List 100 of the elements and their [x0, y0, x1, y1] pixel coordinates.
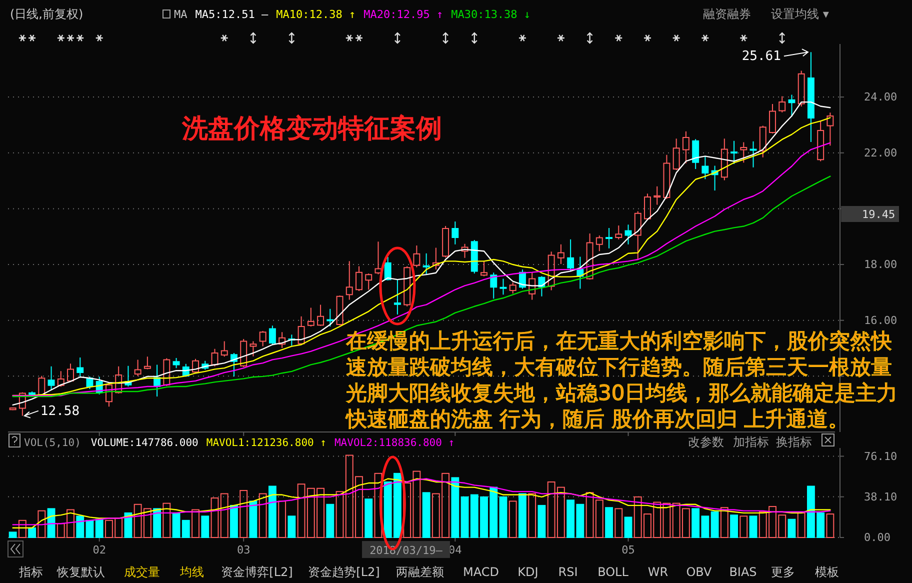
bar	[76, 516, 84, 538]
bar	[153, 508, 162, 538]
text: MA20:12.95 ↑	[364, 8, 444, 21]
candlestick	[240, 338, 248, 368]
bar	[422, 492, 430, 538]
y-tick-label: 76.10	[864, 450, 898, 463]
bar	[124, 512, 132, 538]
candlestick	[730, 140, 738, 165]
text: 资金趋势[L2]	[308, 565, 380, 579]
text: 洗盘价格变动特征案例	[181, 114, 442, 144]
candlestick	[817, 120, 824, 162]
candlestick	[192, 358, 199, 374]
candlestick	[134, 359, 142, 377]
candlestick	[57, 370, 64, 388]
candlestick	[750, 140, 757, 168]
bar	[605, 507, 613, 538]
candlestick	[461, 243, 468, 258]
candlestick	[432, 247, 440, 270]
text: WR	[648, 565, 668, 579]
candlestick	[528, 272, 536, 300]
candlestick	[278, 332, 286, 348]
text: MA5:12.51 –	[195, 8, 268, 21]
bar	[797, 512, 806, 538]
candlestick	[644, 193, 651, 220]
text: RSI	[558, 565, 578, 579]
candlestick	[557, 244, 564, 264]
candlestick	[115, 366, 122, 394]
annotation: 25.61	[742, 49, 781, 64]
bar	[28, 527, 36, 538]
bar	[230, 504, 238, 538]
candlestick	[596, 234, 603, 252]
text: BOLL	[598, 565, 629, 579]
candlestick	[28, 391, 36, 396]
text: MACD	[463, 565, 499, 579]
candlestick	[490, 272, 498, 300]
text: KDJ	[518, 565, 538, 579]
bar	[336, 491, 344, 538]
candlestick	[634, 210, 642, 260]
bar	[624, 516, 632, 538]
candlestick	[509, 282, 516, 294]
candlestick	[740, 142, 748, 164]
candlestick	[692, 138, 700, 170]
bar	[508, 500, 517, 538]
bar	[86, 520, 94, 538]
bar	[95, 518, 104, 538]
text: 资金博弈[L2]	[221, 565, 293, 579]
bar	[172, 512, 180, 538]
text: BIAS	[729, 565, 757, 579]
candlestick	[163, 358, 170, 386]
bar	[249, 500, 258, 538]
text: 融资融券	[703, 7, 751, 21]
annotation: 加指标	[733, 435, 769, 449]
candlestick	[500, 278, 507, 296]
candlestick	[211, 348, 218, 367]
candlestick	[404, 266, 411, 307]
bar	[210, 497, 219, 538]
candlestick	[480, 260, 488, 277]
annotation: 换指标	[776, 435, 812, 449]
bar	[720, 507, 728, 538]
y-tick-label: 0.00	[864, 531, 890, 544]
candlestick	[374, 241, 382, 275]
bar	[326, 504, 334, 538]
bar	[749, 516, 758, 538]
candlestick	[259, 330, 266, 347]
bar	[788, 518, 796, 538]
candlestick	[9, 407, 16, 411]
y-tick-label: 22.00	[864, 146, 898, 160]
bar	[258, 493, 267, 538]
candlestick	[422, 252, 430, 275]
text: 成交量	[124, 565, 160, 579]
candlestick	[67, 363, 74, 382]
bar	[182, 520, 190, 538]
candlestick	[268, 325, 276, 345]
bar	[460, 496, 469, 538]
y-tick-label: 16.00	[864, 314, 898, 327]
text: 设置均线 ▾	[771, 7, 829, 21]
text: 两融差额	[396, 565, 444, 579]
candlestick	[778, 96, 786, 113]
candlestick	[788, 94, 796, 118]
candlestick	[615, 224, 622, 240]
bar	[220, 493, 228, 538]
candlestick	[356, 266, 362, 292]
x-tick-label: 03	[236, 543, 250, 556]
bar	[518, 493, 526, 538]
annotation: 改参数	[688, 435, 724, 449]
candlestick	[307, 307, 314, 327]
candlestick	[365, 272, 372, 290]
candlestick	[250, 340, 257, 357]
y-tick-label: 38.10	[864, 490, 898, 504]
candlestick	[807, 52, 814, 142]
bar	[192, 509, 200, 538]
candlestick	[336, 295, 344, 326]
candlestick	[48, 366, 55, 390]
text: MAVOL1:121236.800 ↑	[206, 437, 326, 449]
bar	[740, 516, 748, 538]
candlestick	[759, 125, 766, 158]
x-tick-label: 02	[92, 543, 106, 556]
text: MA30:13.38 ↓	[451, 8, 531, 21]
candlestick	[624, 224, 632, 245]
candlestick	[720, 138, 728, 181]
